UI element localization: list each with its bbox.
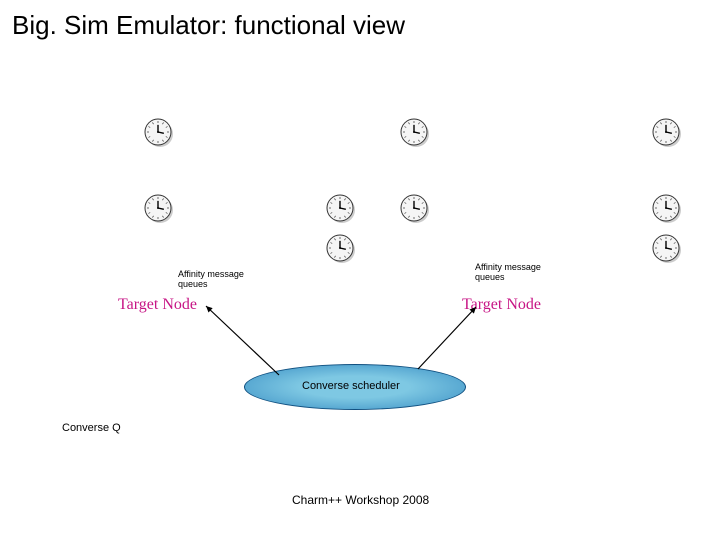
target-node-right: Target Node (462, 296, 541, 314)
target-node-left: Target Node (118, 296, 197, 314)
text-line: Affinity message (178, 269, 244, 279)
clock-icon (144, 118, 170, 144)
page-title: Big. Sim Emulator: functional view (12, 10, 405, 41)
affinity-label-left: Affinity message queues (178, 270, 244, 290)
clock-icon (400, 118, 426, 144)
scheduler-label: Converse scheduler (302, 380, 400, 392)
affinity-label-right: Affinity message queues (475, 263, 541, 283)
text-line: queues (475, 272, 505, 282)
converse-q-label: Converse Q (62, 422, 121, 434)
clock-icon (326, 234, 352, 260)
text-line: Affinity message (475, 262, 541, 272)
clock-icon (400, 194, 426, 220)
footer-text: Charm++ Workshop 2008 (292, 493, 429, 507)
clock-icon (144, 194, 170, 220)
clock-icon (652, 234, 678, 260)
clock-icon (652, 118, 678, 144)
clock-icon (326, 194, 352, 220)
arrows-layer (0, 0, 720, 540)
clock-icon (652, 194, 678, 220)
text-line: queues (178, 279, 208, 289)
